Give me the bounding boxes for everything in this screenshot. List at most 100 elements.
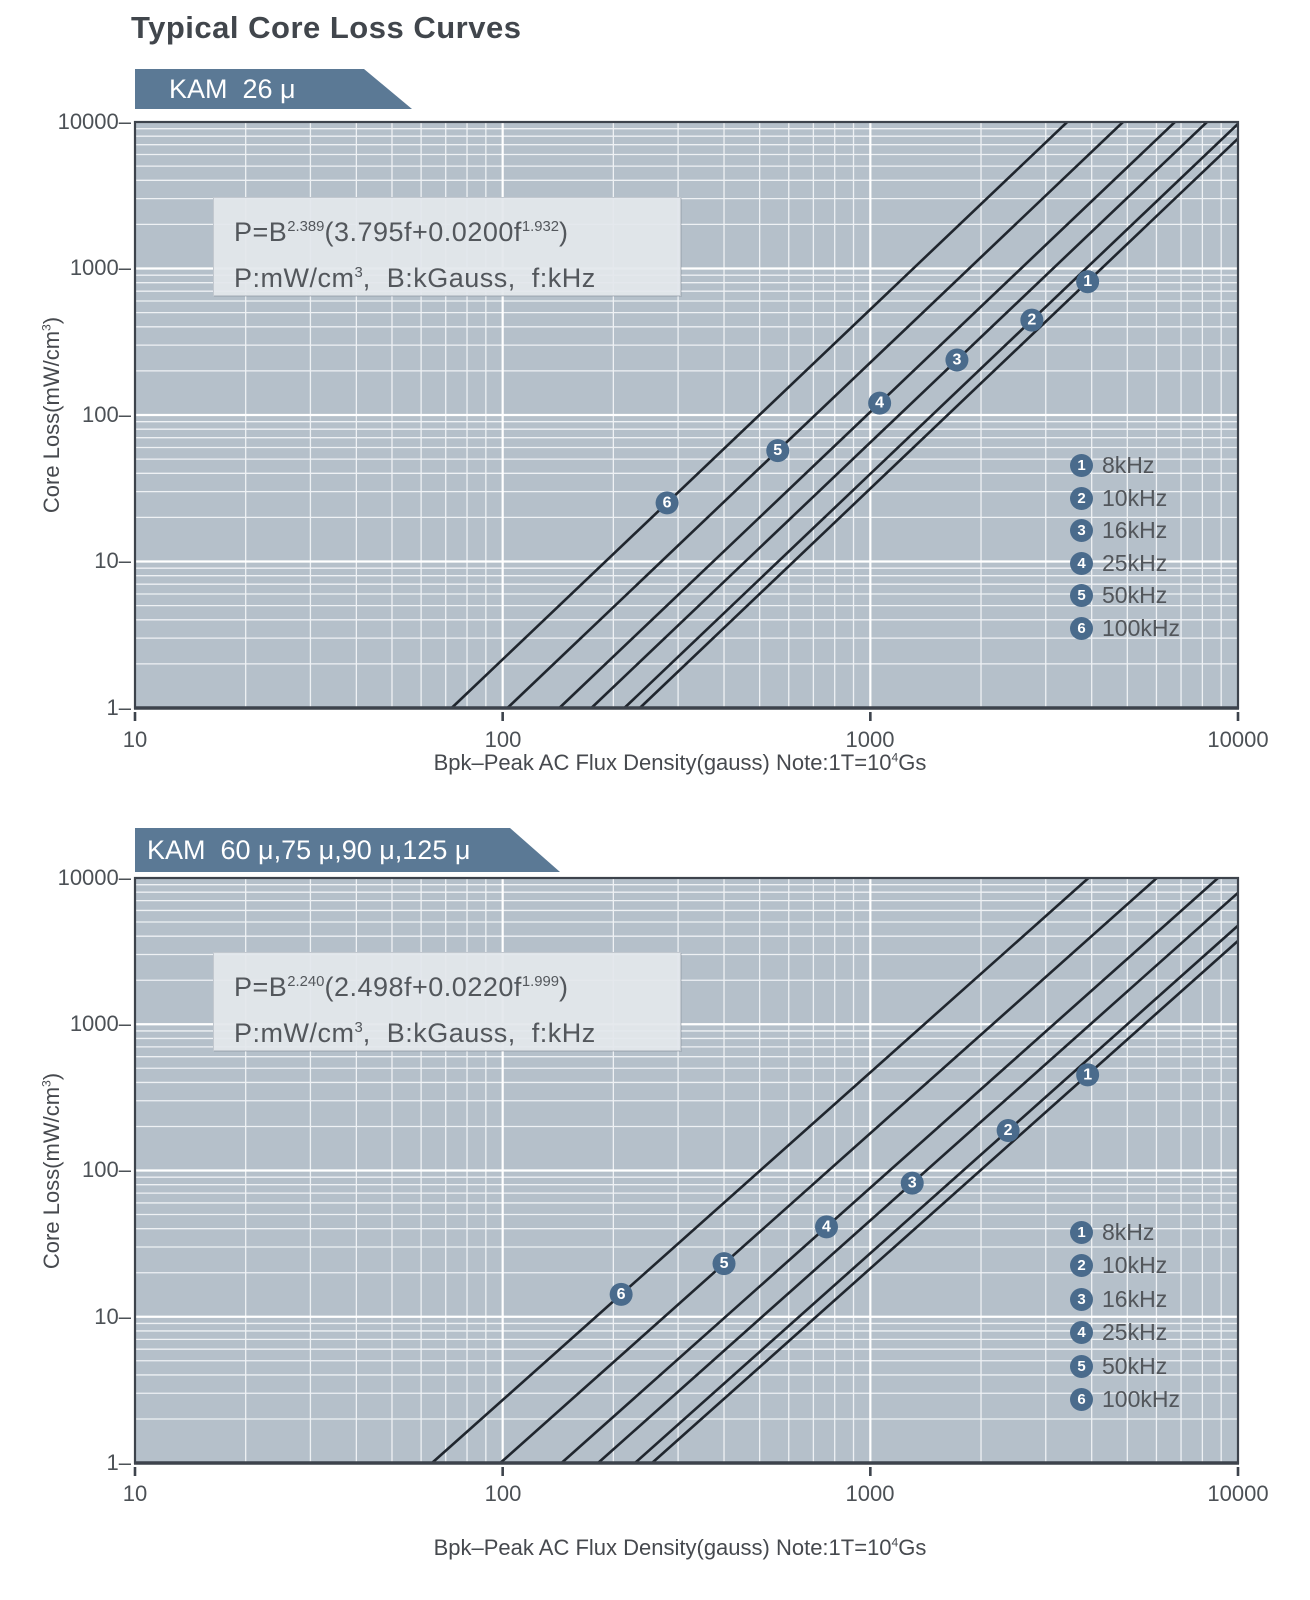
chart2-ytick-1000: 1000– [69, 1011, 131, 1036]
y-axis-title-sup: 3 [39, 324, 54, 331]
series-marker-number: 3 [1077, 521, 1086, 539]
series-marker-number: 1 [1077, 456, 1086, 474]
chart1-formula-box: P=B2.389(3.795f+0.0200f1.932) P:mW/cm3, … [213, 197, 681, 296]
units-exponent: 3 [354, 265, 363, 281]
series-marker-number: 6 [1077, 1390, 1086, 1408]
chart1-xtick-10000: 10000 [1207, 727, 1269, 752]
series-marker-number: 5 [1077, 1357, 1086, 1375]
series-marker-badge: 2 [1070, 486, 1093, 510]
chart1-formula-units: P:mW/cm3, B:kGauss, f:kHz [234, 253, 680, 299]
curve-marker-number: 3 [908, 1175, 917, 1192]
series-marker-badge: 4 [1070, 551, 1093, 575]
curve-marker-number: 5 [720, 1255, 729, 1272]
curve-marker-number: 1 [1083, 273, 1092, 290]
units-part: , B:kGauss, f:kHz [362, 263, 596, 293]
chart2-formula-box: P=B2.240(2.498f+0.0220f1.999) P:mW/cm3, … [213, 952, 681, 1051]
chart2-banner: KAM 60 μ,75 μ,90 μ,125 μ [135, 828, 560, 872]
units-part: , B:kGauss, f:kHz [362, 1018, 596, 1048]
curve-marker-2 [996, 1118, 1020, 1142]
curve-marker-number: 2 [1004, 1122, 1013, 1139]
core-loss-curve-8khz [651, 939, 1239, 1464]
units-part: P:mW/cm [234, 263, 355, 293]
series-frequency-label: 8kHz [1102, 451, 1155, 478]
chart2-formula-units: P:mW/cm3, B:kGauss, f:kHz [234, 1008, 680, 1054]
curve-marker-number: 1 [1083, 1066, 1092, 1083]
series-marker-number: 2 [1077, 489, 1086, 507]
core-loss-curves [450, 121, 1239, 709]
series-frequency-label: 10kHz [1102, 484, 1168, 511]
series-marker-badge: 1 [1070, 1220, 1093, 1244]
series-marker-badge: 1 [1070, 453, 1093, 477]
core-loss-curve-25khz [558, 121, 1176, 709]
y-axis-title-text: Core Loss(mW/cm [39, 330, 64, 514]
formula-part: (3.795f+0.0200f [324, 217, 522, 247]
series-marker-number: 4 [1077, 1323, 1086, 1341]
formula-part: ) [559, 972, 569, 1002]
chart2-ytick-100: 100– [82, 1157, 131, 1182]
chart2-ytick-10000: 10000– [57, 865, 131, 890]
x-axis-title-text: Bpk–Peak AC Flux Density(gauss) Note:1T=… [433, 1535, 892, 1560]
chart1-xtick-10: 10 [122, 727, 148, 752]
curve-marker-3 [945, 348, 969, 372]
formula-part: ) [559, 217, 569, 247]
chart1-ytick-1000: 1000– [69, 255, 131, 280]
chart2-xtick-10: 10 [122, 1481, 148, 1506]
series-marker-number: 3 [1077, 1290, 1086, 1308]
chart1-banner: KAM 26 μ [135, 69, 412, 109]
x-axis-title-unit: Gs [898, 750, 927, 775]
chart2-legend-item-25khz: 4 25kHz [1070, 1316, 1167, 1348]
series-marker-badge: 3 [1070, 1287, 1093, 1311]
chart2-xtick-100: 100 [484, 1481, 522, 1506]
chart1-ytick-1: 1– [106, 695, 131, 720]
curve-marker-number: 6 [617, 1286, 626, 1303]
x-axis-title-text: Bpk–Peak AC Flux Density(gauss) Note:1T=… [433, 750, 892, 775]
core-loss-curve-50khz [499, 877, 1158, 1464]
core-loss-curve-100khz [450, 121, 1069, 709]
series-frequency-label: 16kHz [1102, 1285, 1168, 1312]
core-loss-curve-25khz [560, 877, 1219, 1464]
formula-exponent: 1.932 [521, 219, 560, 235]
formula-part: P=B [234, 217, 288, 247]
chart1-ytick-10: 10– [94, 548, 131, 573]
curve-marker-4 [815, 1215, 839, 1239]
chart2-ytick-10: 10– [94, 1304, 131, 1329]
formula-part: (2.498f+0.0220f [324, 972, 522, 1002]
core-loss-curve-8khz [638, 137, 1239, 709]
chart2-xtick-10000: 10000 [1207, 1481, 1269, 1506]
chart1-xtick-1000: 1000 [845, 727, 895, 752]
curve-marker-5 [712, 1252, 736, 1276]
core-loss-curves [431, 877, 1239, 1464]
series-frequency-label: 100kHz [1102, 1385, 1180, 1412]
formula-part: P=B [234, 972, 288, 1002]
series-frequency-label: 16kHz [1102, 516, 1168, 543]
formula-exponent: 2.240 [287, 974, 325, 990]
curve-marker-number: 2 [1027, 312, 1036, 329]
chart1-banner-label: KAM 26 μ [169, 73, 296, 104]
series-marker-badge: 4 [1070, 1320, 1093, 1344]
chart1-x-axis-title: Bpk–Peak AC Flux Density(gauss) Note:1T=… [280, 750, 1080, 776]
curve-marker-number: 4 [822, 1218, 831, 1235]
core-loss-curve-10khz [634, 924, 1239, 1464]
curve-marker-6 [655, 491, 679, 515]
series-frequency-label: 25kHz [1102, 1318, 1168, 1345]
formula-exponent: 2.389 [287, 219, 325, 235]
series-marker-number: 6 [1077, 619, 1086, 637]
chart2-xtick-1000: 1000 [845, 1481, 895, 1506]
series-marker-badge: 5 [1070, 583, 1093, 607]
curve-markers: 1 2 3 4 5 6 [609, 1063, 1100, 1306]
curve-marker-5 [766, 439, 790, 463]
y-axis-title-text: Core Loss(mW/cm [39, 1086, 64, 1270]
formula-exponent: 1.999 [521, 974, 560, 990]
units-part: P:mW/cm [234, 1018, 355, 1048]
chart2-formula: P=B2.240(2.498f+0.0220f1.999) [234, 962, 680, 1008]
curve-markers: 1 2 3 4 5 6 [655, 270, 1100, 515]
curve-marker-1 [1076, 1063, 1100, 1087]
series-marker-badge: 2 [1070, 1253, 1093, 1277]
series-marker-badge: 6 [1070, 1387, 1093, 1411]
series-marker-number: 2 [1077, 1256, 1086, 1274]
series-frequency-label: 25kHz [1102, 549, 1168, 576]
series-marker-number: 4 [1077, 554, 1086, 572]
units-exponent: 3 [354, 1020, 363, 1036]
chart2-legend-item-8khz: 1 8kHz [1070, 1216, 1154, 1248]
